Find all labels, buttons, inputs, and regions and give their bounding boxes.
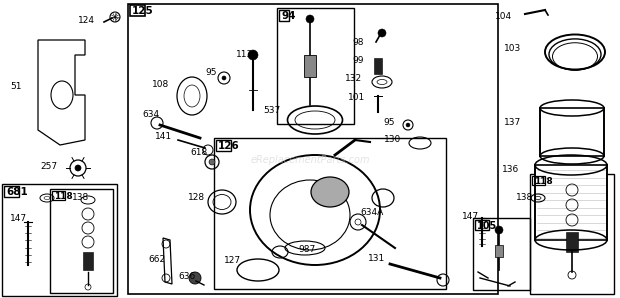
Text: 125: 125 — [132, 6, 154, 16]
Text: 132: 132 — [345, 74, 362, 83]
Text: 634: 634 — [142, 110, 159, 119]
Bar — [50, 189, 113, 293]
Text: 105: 105 — [477, 221, 497, 231]
Text: 138: 138 — [72, 193, 89, 202]
Text: 138: 138 — [516, 193, 533, 202]
Text: 94: 94 — [281, 11, 296, 21]
Text: 98: 98 — [352, 38, 363, 47]
Bar — [535, 165, 607, 240]
Circle shape — [248, 50, 258, 60]
Circle shape — [406, 123, 410, 127]
Text: 108: 108 — [152, 80, 169, 89]
Text: 104: 104 — [495, 12, 512, 21]
Text: 130: 130 — [384, 135, 401, 144]
Text: 51: 51 — [10, 82, 22, 91]
Bar — [540, 108, 604, 156]
Circle shape — [378, 29, 386, 37]
Text: 101: 101 — [348, 93, 365, 102]
Text: 618: 618 — [190, 148, 207, 157]
Text: 118: 118 — [54, 192, 73, 201]
Bar — [128, 4, 498, 294]
Text: 95: 95 — [383, 118, 394, 127]
Text: 137: 137 — [504, 118, 521, 127]
Bar — [4, 186, 19, 196]
Bar — [130, 5, 144, 15]
Text: eReplacementParts.com: eReplacementParts.com — [250, 155, 370, 165]
Text: 257: 257 — [40, 162, 57, 171]
Text: 95: 95 — [205, 68, 216, 77]
Text: 99: 99 — [352, 56, 363, 65]
Text: 662: 662 — [148, 255, 165, 264]
Text: 636: 636 — [178, 272, 195, 281]
Text: 126: 126 — [218, 141, 240, 151]
Circle shape — [75, 165, 81, 171]
Bar — [473, 218, 530, 290]
Text: 113: 113 — [236, 50, 253, 59]
Bar — [83, 252, 93, 270]
Text: 681: 681 — [6, 187, 28, 197]
Bar — [532, 176, 545, 185]
Text: 136: 136 — [502, 165, 520, 174]
Bar — [277, 8, 354, 124]
Bar — [495, 245, 503, 257]
Bar — [216, 140, 231, 150]
Bar — [214, 138, 446, 289]
Circle shape — [306, 15, 314, 23]
Bar — [530, 174, 614, 294]
Bar — [566, 232, 578, 252]
Circle shape — [189, 272, 201, 284]
Text: 537: 537 — [263, 106, 280, 115]
Text: 141: 141 — [155, 132, 172, 141]
Text: 118: 118 — [534, 177, 553, 186]
Text: 128: 128 — [188, 193, 205, 202]
Bar — [304, 55, 316, 77]
Ellipse shape — [311, 177, 349, 207]
Text: 131: 131 — [368, 254, 385, 263]
Text: 987: 987 — [298, 245, 315, 254]
Bar — [475, 220, 489, 230]
Text: 634A: 634A — [360, 208, 383, 217]
Bar — [374, 58, 382, 74]
Circle shape — [222, 76, 226, 80]
Text: 127: 127 — [224, 256, 241, 265]
Text: 147: 147 — [10, 214, 27, 223]
Bar — [279, 10, 289, 21]
Text: 103: 103 — [504, 44, 521, 53]
Text: 124: 124 — [78, 16, 95, 25]
Bar — [52, 191, 64, 200]
Bar — [2, 184, 117, 296]
Circle shape — [495, 226, 503, 234]
Text: 147: 147 — [462, 212, 479, 221]
Circle shape — [209, 159, 215, 165]
